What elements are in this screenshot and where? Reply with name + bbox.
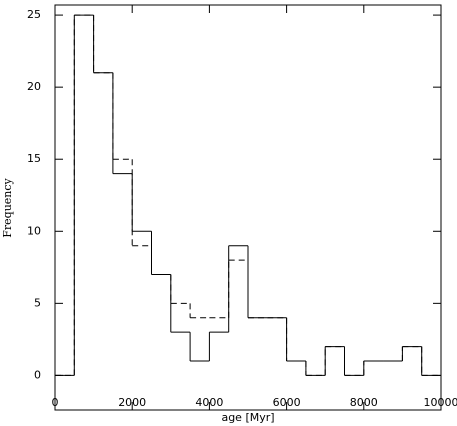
plot-frame [54, 4, 442, 411]
y-tick-label: 5 [34, 296, 41, 309]
y-tick-label: 25 [27, 8, 41, 21]
x-tick-label: 4000 [195, 396, 223, 409]
x-axis-label: age [Myr] [221, 411, 274, 424]
y-tick-label: 20 [27, 80, 41, 93]
x-tick-label: 2000 [118, 396, 146, 409]
x-tick-label: 6000 [273, 396, 301, 409]
x-tick-label: 10000 [424, 396, 457, 409]
x-tick-label: 8000 [350, 396, 378, 409]
x-tick-label: 0 [52, 396, 59, 409]
y-axis-label: Frequency [1, 177, 14, 237]
y-tick-label: 15 [27, 152, 41, 165]
y-tick-label: 0 [34, 368, 41, 381]
y-tick-label: 10 [27, 224, 41, 237]
